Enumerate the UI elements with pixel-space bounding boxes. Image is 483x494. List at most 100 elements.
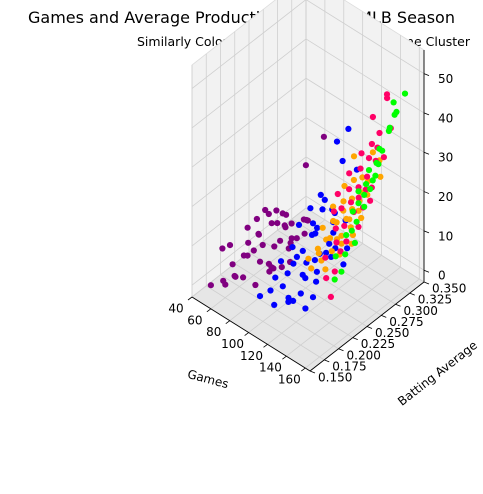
data-point-cluster-pink [358,150,365,157]
data-point-cluster-orange [377,173,384,180]
data-point-cluster-green [348,227,355,234]
data-point-cluster-orange [341,182,348,190]
data-point-cluster-purple [259,241,266,249]
data-point-cluster-purple [229,261,236,268]
data-point-cluster-blue [267,287,274,294]
tick-y [409,292,415,296]
data-point-cluster-purple [265,210,272,218]
tick-label-y: 0.350 [432,282,466,296]
data-point-cluster-blue [340,261,347,268]
data-point-cluster-pink [322,254,329,261]
data-point-cluster-purple [252,281,259,289]
data-point-cluster-purple [302,162,309,169]
data-point-cluster-purple [281,222,288,229]
data-point-cluster-orange [315,250,322,257]
data-point-cluster-green [338,268,345,275]
data-point-cluster-green [375,161,382,168]
data-point-cluster-blue [321,196,328,203]
data-point-cluster-orange [359,174,366,181]
data-point-cluster-pink [376,129,383,137]
data-point-cluster-pink [338,205,345,212]
data-point-cluster-pink [367,197,374,204]
tick-label-y: 0.150 [318,371,352,385]
data-point-cluster-blue [285,298,292,305]
tick-z [423,230,430,234]
grid-line-z [305,117,425,192]
data-point-cluster-orange [355,207,362,214]
grid-line-y [277,229,396,305]
data-point-cluster-orange [330,203,337,210]
tick-y [366,326,373,329]
data-point-cluster-pink [346,170,353,177]
tick-z [423,112,430,116]
data-point-cluster-blue [323,249,330,256]
data-point-cluster-pink [337,248,344,255]
data-point-cluster-green [343,232,350,239]
data-point-cluster-green [379,147,386,154]
grid-line-y [220,274,339,350]
tick-x [206,308,212,313]
x-axis-line [191,296,311,372]
data-point-cluster-orange [338,240,345,247]
data-point-cluster-pink [331,268,338,275]
data-point-cluster-blue [344,245,351,252]
grid-line-y [263,241,382,316]
data-point-cluster-orange [350,153,358,160]
data-point-cluster-blue [317,191,324,198]
data-point-cluster-orange [308,265,315,272]
data-point-cluster-blue [345,125,352,132]
data-point-cluster-pink [364,173,371,180]
data-point-cluster-blue [293,253,300,260]
data-point-cluster-pink [327,293,334,300]
data-point-cluster-purple [278,264,285,271]
tick-label-y: 0.225 [361,337,395,351]
data-point-cluster-purple [283,211,290,218]
data-point-cluster-purple [244,252,251,259]
tick-label-x: 100 [221,337,244,351]
data-point-cluster-green [332,253,339,260]
tick-y [381,315,387,318]
data-point-cluster-green [401,90,409,97]
grid-line-z [305,77,425,153]
data-point-cluster-pink [380,154,387,161]
data-point-cluster-blue [309,220,317,227]
data-point-cluster-blue [299,247,306,254]
data-point-cluster-orange [326,235,334,242]
tick-label-y: 0.200 [347,348,381,362]
data-point-cluster-green [369,177,376,184]
data-point-cluster-purple [293,235,300,242]
tick-label-x: 80 [206,325,221,339]
tick-x [263,344,268,348]
grid-line-z [305,0,425,74]
data-point-cluster-blue [290,297,297,304]
data-point-cluster-orange [340,198,347,205]
tick-label-y: 0.325 [418,293,452,307]
data-point-cluster-purple [301,230,308,237]
data-point-cluster-pink [332,225,339,232]
data-point-cluster-purple [222,281,229,288]
data-point-cluster-blue [302,275,309,282]
data-point-cluster-orange [305,255,312,262]
tick-label-z: 20 [438,190,453,204]
data-point-cluster-blue [313,278,320,285]
data-point-cluster-green [355,188,362,195]
data-point-cluster-pink [330,208,337,215]
data-point-cluster-purple [244,224,251,231]
data-point-cluster-pink [343,238,350,245]
data-point-cluster-blue [333,138,341,145]
data-point-cluster-green [351,239,358,246]
tick-z [423,73,430,76]
data-point-cluster-purple [277,237,284,244]
tick-x [282,355,287,360]
data-point-cluster-purple [207,282,214,289]
tick-label-z: 30 [438,151,453,165]
data-point-cluster-green [342,251,349,258]
grid-line-z [191,38,307,129]
data-point-cluster-purple [232,273,239,280]
data-point-cluster-purple [253,215,260,223]
data-point-cluster-purple [271,243,278,250]
data-point-cluster-green [349,208,356,215]
tick-x [244,332,249,336]
data-point-cluster-orange [358,214,365,222]
data-point-cluster-purple [320,133,327,140]
